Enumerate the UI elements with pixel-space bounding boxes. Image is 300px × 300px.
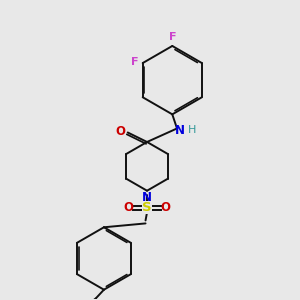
Text: O: O (124, 202, 134, 214)
Text: F: F (131, 57, 138, 67)
Text: O: O (115, 125, 125, 138)
Text: F: F (169, 32, 176, 41)
Text: O: O (160, 202, 170, 214)
Text: S: S (142, 202, 152, 214)
Text: N: N (142, 191, 152, 204)
Text: H: H (188, 125, 196, 135)
Text: N: N (175, 124, 185, 137)
